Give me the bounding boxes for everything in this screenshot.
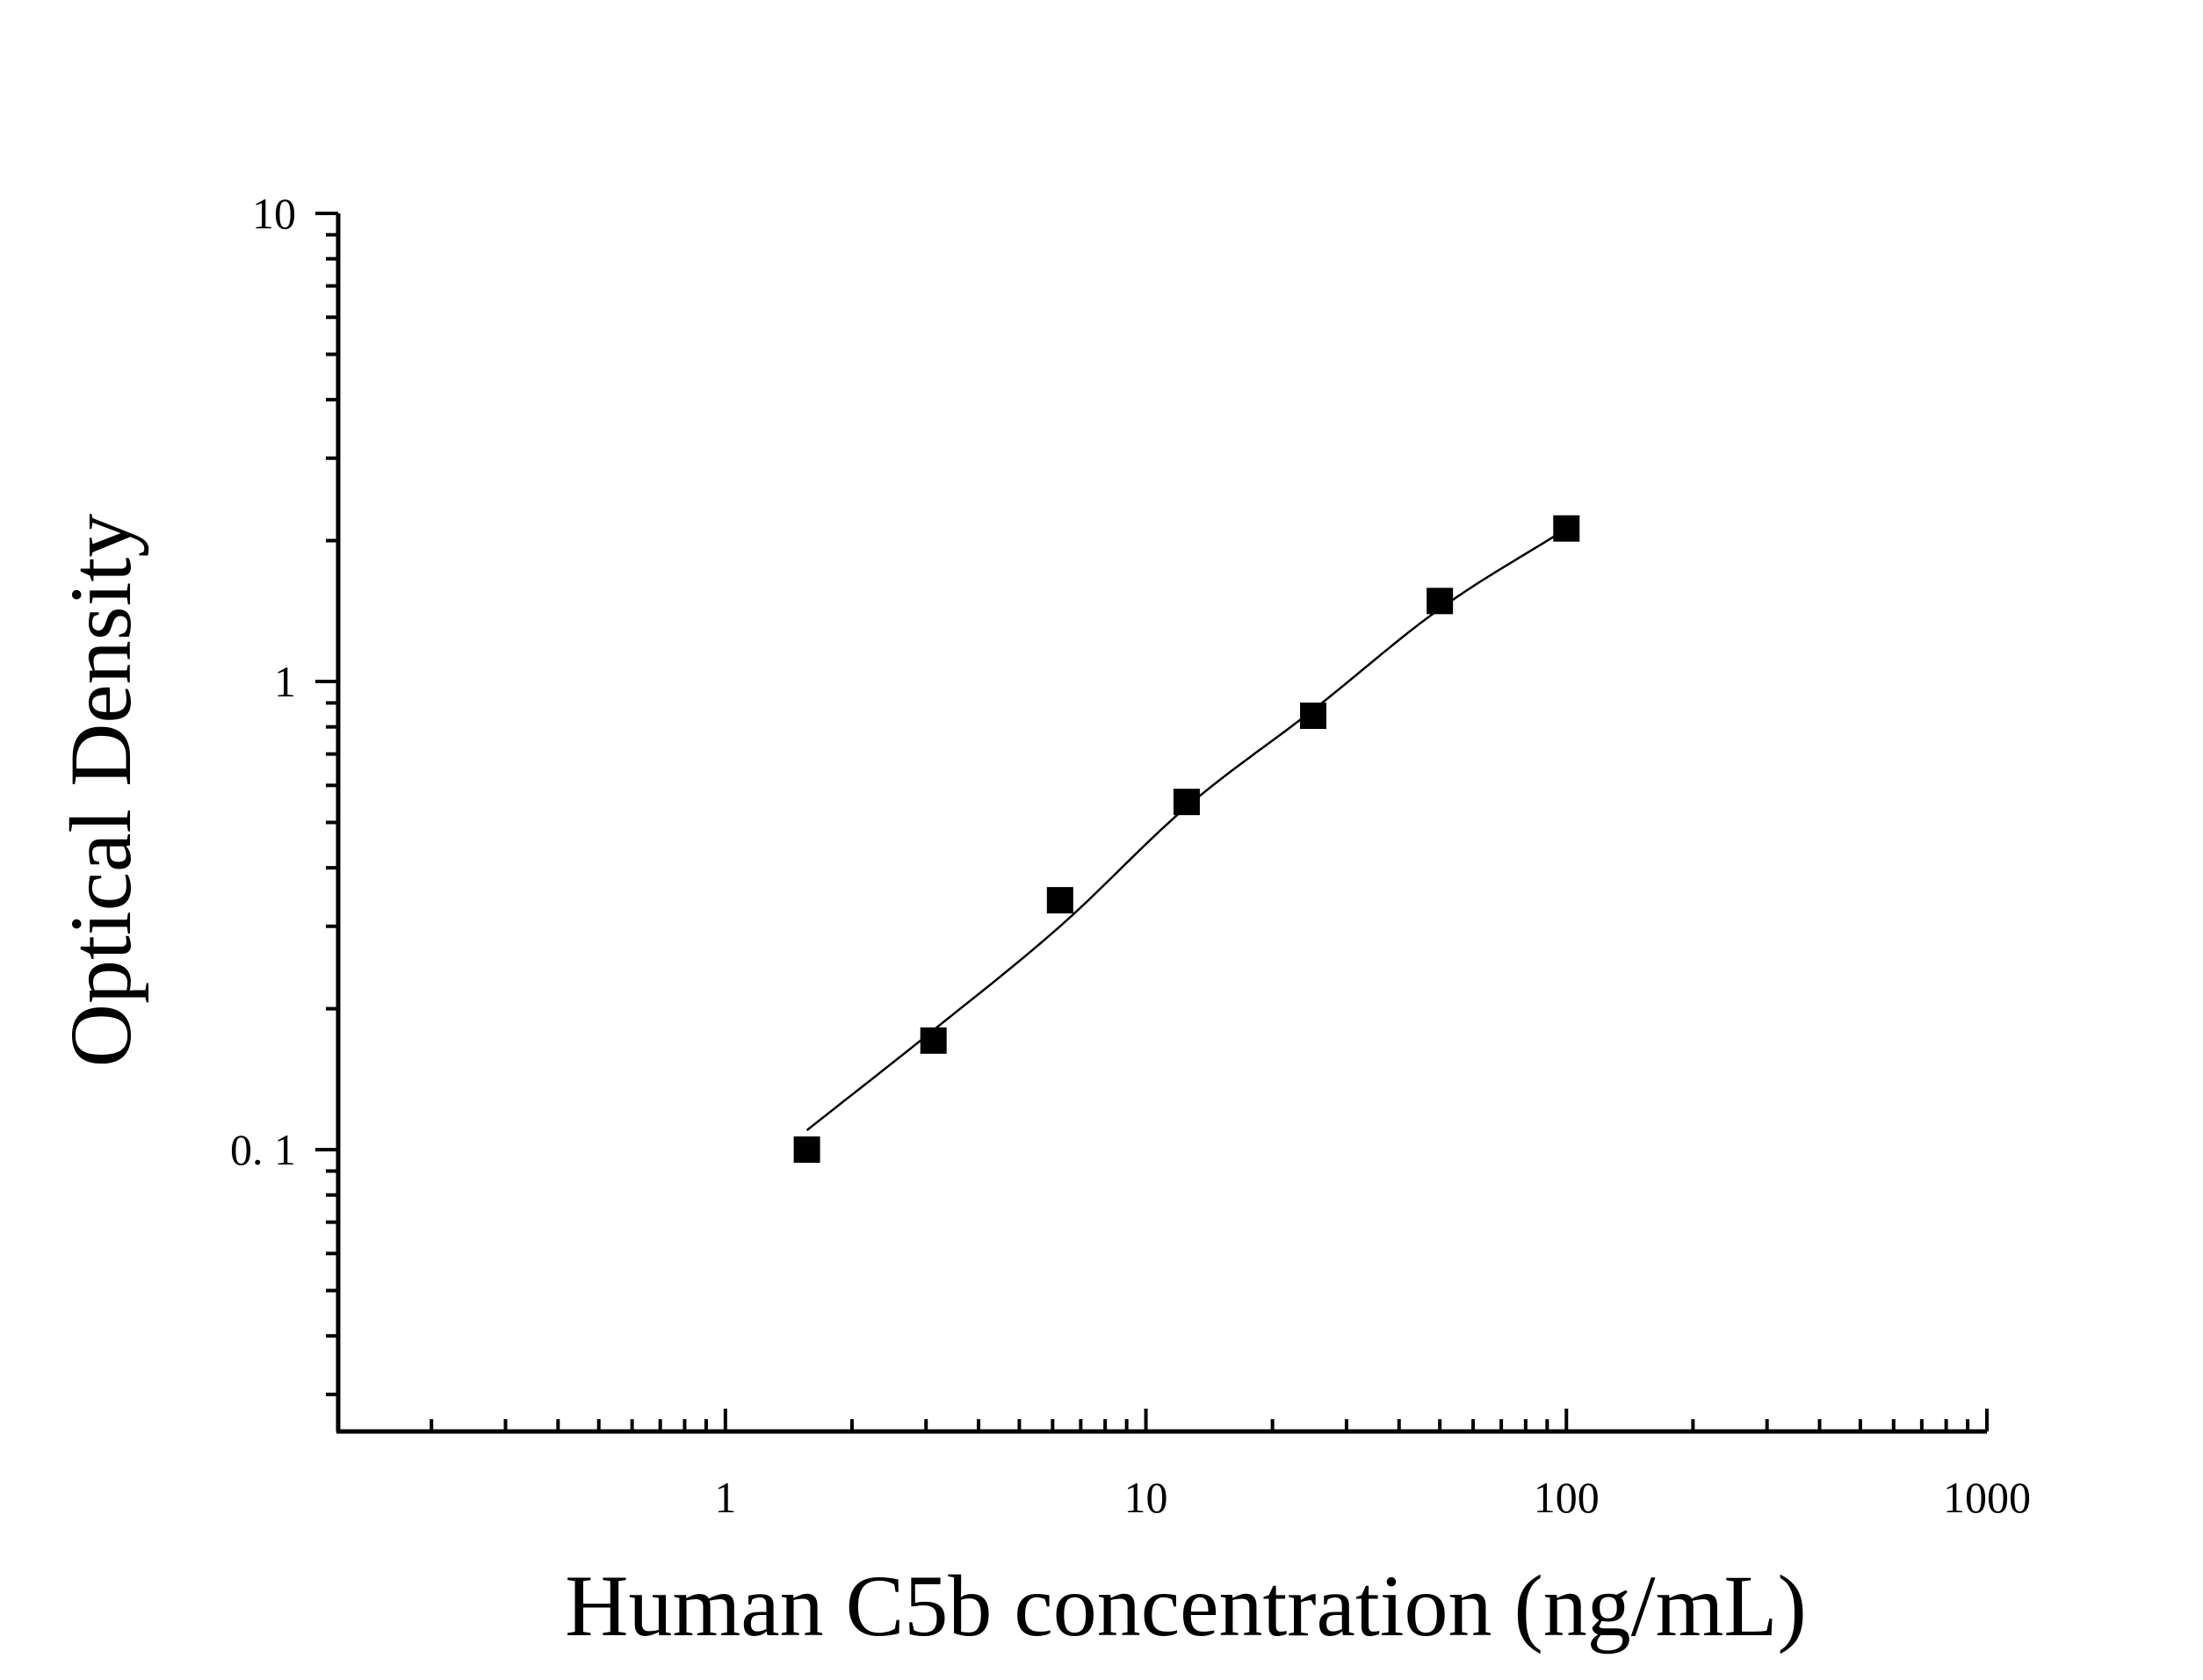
y-tick-label: 10 [252,189,296,238]
y-axis-title: Optical Density [52,514,149,1067]
ticks [315,212,1989,1431]
y-tick-label: 0. 1 [230,1125,296,1174]
data-points [793,515,1580,1164]
x-tick-label: 1000 [1943,1473,2031,1522]
data-point [1427,588,1454,615]
y-tick-label: 1 [274,657,296,706]
x-axis-title: Human C5b concentration (ng/mL) [565,1557,1807,1655]
x-tick-label: 10 [1124,1473,1168,1522]
x-tick-label: 100 [1534,1473,1600,1522]
x-tick-label: 1 [714,1473,736,1522]
axes [336,213,1987,1434]
data-point [793,1136,820,1164]
data-point [1046,887,1073,914]
data-point [1173,789,1200,816]
data-point [920,1027,947,1054]
data-point [1300,703,1327,730]
data-point [1553,515,1580,542]
tick-labels: 1 10 100 1000 0. 1 1 10 [230,189,2031,1522]
